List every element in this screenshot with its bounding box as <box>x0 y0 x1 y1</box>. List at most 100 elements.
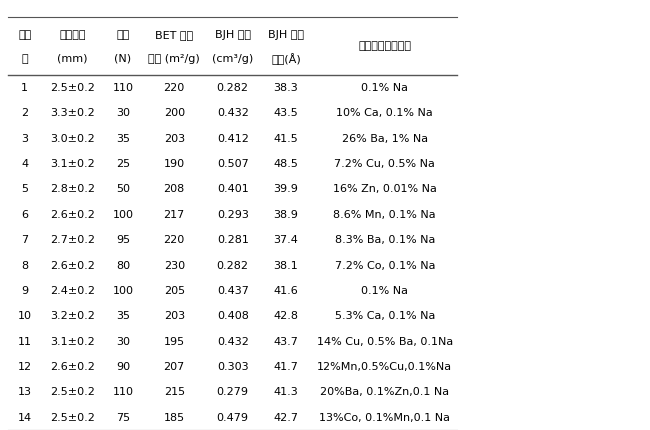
Text: 43.7: 43.7 <box>274 337 298 347</box>
Text: 0.412: 0.412 <box>216 134 249 144</box>
Text: 5: 5 <box>21 184 28 194</box>
Text: 190: 190 <box>164 159 185 169</box>
Text: 颗粒直径: 颗粒直径 <box>59 30 86 40</box>
Text: 12%Mn,0.5%Cu,0.1%Na: 12%Mn,0.5%Cu,0.1%Na <box>317 362 452 372</box>
Text: 2.4±0.2: 2.4±0.2 <box>50 286 95 296</box>
Text: 215: 215 <box>164 387 185 397</box>
Text: BJH 孔容: BJH 孔容 <box>214 30 251 40</box>
Text: 42.8: 42.8 <box>274 311 298 321</box>
Text: 208: 208 <box>164 184 185 194</box>
Text: 3.3±0.2: 3.3±0.2 <box>50 108 95 118</box>
Text: 30: 30 <box>116 337 130 347</box>
Text: 4: 4 <box>21 159 28 169</box>
Text: 80: 80 <box>116 261 130 270</box>
Text: 38.1: 38.1 <box>274 261 298 270</box>
Text: 0.479: 0.479 <box>216 413 249 423</box>
Text: 2.5±0.2: 2.5±0.2 <box>50 83 95 93</box>
Text: 13%Co, 0.1%Mn,0.1 Na: 13%Co, 0.1%Mn,0.1 Na <box>319 413 450 423</box>
Text: 37.4: 37.4 <box>274 235 298 245</box>
Text: 0.437: 0.437 <box>216 286 249 296</box>
Text: BJH 平均: BJH 平均 <box>268 30 304 40</box>
Text: 实施: 实施 <box>18 30 31 40</box>
Text: 38.9: 38.9 <box>274 210 298 220</box>
Text: 203: 203 <box>164 311 185 321</box>
Text: 11: 11 <box>18 337 32 347</box>
Text: 0.293: 0.293 <box>216 210 249 220</box>
Text: 3.2±0.2: 3.2±0.2 <box>50 311 95 321</box>
Text: 10% Ca, 0.1% Na: 10% Ca, 0.1% Na <box>337 108 433 118</box>
Text: 39.9: 39.9 <box>274 184 298 194</box>
Text: 0.281: 0.281 <box>216 235 249 245</box>
Text: 13: 13 <box>18 387 32 397</box>
Text: 195: 195 <box>164 337 185 347</box>
Text: 42.7: 42.7 <box>274 413 298 423</box>
Text: 110: 110 <box>112 387 133 397</box>
Text: 200: 200 <box>164 108 185 118</box>
Text: 75: 75 <box>116 413 130 423</box>
Text: 2.7±0.2: 2.7±0.2 <box>50 235 95 245</box>
Text: 41.3: 41.3 <box>274 387 298 397</box>
Text: 0.1% Na: 0.1% Na <box>361 83 408 93</box>
Text: 110: 110 <box>112 83 133 93</box>
Text: 2: 2 <box>21 108 28 118</box>
Text: 41.5: 41.5 <box>274 134 298 144</box>
Text: 25: 25 <box>116 159 130 169</box>
Text: 16% Zn, 0.01% Na: 16% Zn, 0.01% Na <box>333 184 437 194</box>
Text: 9: 9 <box>21 286 28 296</box>
Text: 0.282: 0.282 <box>216 83 249 93</box>
Text: 38.3: 38.3 <box>274 83 298 93</box>
Text: 3.1±0.2: 3.1±0.2 <box>50 159 95 169</box>
Text: 7.2% Co, 0.1% Na: 7.2% Co, 0.1% Na <box>335 261 435 270</box>
Text: 8.3% Ba, 0.1% Na: 8.3% Ba, 0.1% Na <box>335 235 435 245</box>
Text: 2.8±0.2: 2.8±0.2 <box>50 184 95 194</box>
Text: 6: 6 <box>21 210 28 220</box>
Text: 43.5: 43.5 <box>274 108 298 118</box>
Text: 185: 185 <box>164 413 185 423</box>
Text: 0.282: 0.282 <box>216 261 249 270</box>
Text: 35: 35 <box>116 134 130 144</box>
Text: 0.1% Na: 0.1% Na <box>361 286 408 296</box>
Text: 0.303: 0.303 <box>217 362 248 372</box>
Text: BET 比表: BET 比表 <box>155 30 193 40</box>
Text: (N): (N) <box>114 54 131 64</box>
Text: 2.6±0.2: 2.6±0.2 <box>50 362 95 372</box>
Text: 0.432: 0.432 <box>216 337 249 347</box>
Text: 100: 100 <box>112 286 133 296</box>
Text: 孔径(Å): 孔径(Å) <box>271 53 301 65</box>
Text: 203: 203 <box>164 134 185 144</box>
Text: (mm): (mm) <box>57 54 88 64</box>
Text: 12: 12 <box>18 362 32 372</box>
Text: 14: 14 <box>18 413 32 423</box>
Text: 5.3% Ca, 0.1% Na: 5.3% Ca, 0.1% Na <box>335 311 435 321</box>
Text: 50: 50 <box>116 184 130 194</box>
Text: 0.507: 0.507 <box>217 159 248 169</box>
Text: 强度: 强度 <box>116 30 129 40</box>
Text: 41.7: 41.7 <box>274 362 298 372</box>
Text: 20%Ba, 0.1%Zn,0.1 Na: 20%Ba, 0.1%Zn,0.1 Na <box>320 387 449 397</box>
Text: 26% Ba, 1% Na: 26% Ba, 1% Na <box>342 134 428 144</box>
Text: 100: 100 <box>112 210 133 220</box>
Text: 230: 230 <box>164 261 185 270</box>
Text: 0.401: 0.401 <box>217 184 248 194</box>
Text: 3.1±0.2: 3.1±0.2 <box>50 337 95 347</box>
Text: 2.6±0.2: 2.6±0.2 <box>50 261 95 270</box>
Text: 90: 90 <box>116 362 130 372</box>
Text: 30: 30 <box>116 108 130 118</box>
Text: 48.5: 48.5 <box>274 159 298 169</box>
Text: 0.432: 0.432 <box>216 108 249 118</box>
Text: 0.279: 0.279 <box>216 387 249 397</box>
Text: 205: 205 <box>164 286 185 296</box>
Text: 14% Cu, 0.5% Ba, 0.1Na: 14% Cu, 0.5% Ba, 0.1Na <box>317 337 453 347</box>
Text: 3.0±0.2: 3.0±0.2 <box>50 134 95 144</box>
Text: 面积 (m²/g): 面积 (m²/g) <box>148 54 200 64</box>
Text: 220: 220 <box>164 83 185 93</box>
Text: 7: 7 <box>21 235 28 245</box>
Text: 2.6±0.2: 2.6±0.2 <box>50 210 95 220</box>
Text: 1: 1 <box>21 83 28 93</box>
Text: 41.6: 41.6 <box>274 286 298 296</box>
Text: 95: 95 <box>116 235 130 245</box>
Text: 217: 217 <box>164 210 185 220</box>
Text: 220: 220 <box>164 235 185 245</box>
Text: 2.5±0.2: 2.5±0.2 <box>50 387 95 397</box>
Text: 35: 35 <box>116 311 130 321</box>
